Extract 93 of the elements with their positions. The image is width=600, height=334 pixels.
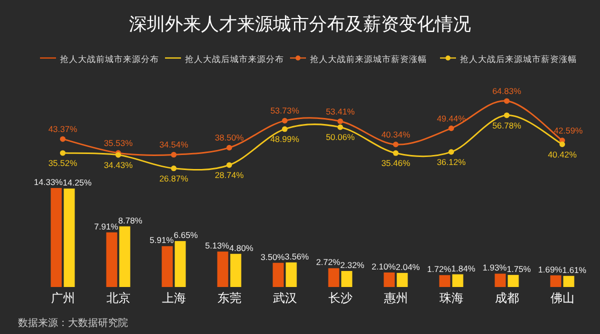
bar (439, 275, 450, 287)
bar (106, 232, 118, 287)
data-label: 1.69% (538, 264, 563, 274)
bar (341, 270, 352, 287)
x-tick-label: 北京 (106, 291, 130, 305)
data-label: 43.37% (48, 124, 78, 134)
point (170, 166, 177, 172)
data-label: 8.78% (118, 215, 143, 226)
data-label: 40.34% (381, 129, 411, 140)
data-label: 5.91% (150, 235, 174, 246)
data-label: 53.73% (270, 106, 300, 116)
point (337, 118, 344, 124)
data-label: 34.54% (159, 140, 189, 150)
data-label: 38.50% (214, 132, 244, 143)
point (60, 136, 66, 142)
data-label: 26.87% (159, 173, 189, 184)
data-label: 28.74% (214, 170, 244, 180)
point (504, 98, 510, 104)
data-label: 2.10% (372, 261, 396, 272)
data-label: 14.33% (34, 177, 64, 187)
bar (494, 274, 506, 287)
data-label: 48.99% (270, 134, 300, 144)
point (170, 152, 177, 158)
point (60, 150, 66, 156)
data-label: 36.12% (436, 156, 466, 167)
data-label: 14.25% (62, 178, 92, 188)
bar (162, 246, 173, 287)
x-tick-label: 珠海 (439, 291, 464, 305)
x-tick-label: 惠州 (382, 291, 408, 305)
point (226, 144, 232, 151)
legend-label: 抢人大战前来源城市薪资涨幅 (310, 54, 427, 64)
bar (272, 262, 284, 287)
data-label: 1.72% (427, 264, 452, 274)
data-label: 5.13% (205, 240, 230, 251)
point (448, 126, 454, 132)
data-label: 1.93% (482, 262, 508, 273)
point (337, 124, 344, 130)
data-label: 35.46% (381, 158, 411, 168)
data-label: 1.75% (506, 264, 532, 274)
data-label: 40.42% (548, 149, 578, 160)
point (448, 149, 454, 155)
data-label: 2.32% (340, 260, 365, 270)
bar (384, 272, 395, 287)
data-label: 42.59% (554, 125, 584, 136)
bar (508, 274, 519, 287)
point (392, 150, 399, 156)
data-label: 34.43% (104, 160, 134, 170)
x-tick-label: 佛山 (550, 291, 574, 305)
data-label: 49.44% (436, 113, 466, 124)
legend-label: 抢人大战后来源城市薪资涨幅 (460, 54, 577, 64)
bar (50, 188, 62, 287)
point (559, 142, 566, 148)
data-label: 2.04% (396, 262, 420, 272)
data-label: 1.61% (562, 264, 587, 275)
data-label: 50.06% (326, 132, 356, 142)
bar (286, 262, 297, 287)
data-label: 35.53% (104, 138, 134, 148)
data-label: 4.80% (229, 242, 254, 253)
x-tick-label: 上海 (162, 291, 186, 305)
data-label: 2.72% (316, 257, 341, 268)
bar (217, 252, 228, 287)
bar (396, 272, 408, 287)
x-tick-label: 武汉 (272, 291, 297, 305)
bar (119, 226, 130, 287)
data-label: 56.78% (492, 120, 522, 130)
bar (328, 268, 340, 287)
point (282, 126, 288, 132)
source-note: 数据来源：大数据研究院 (18, 317, 128, 329)
bar (174, 241, 186, 287)
data-label: 3.56% (284, 251, 310, 262)
point (392, 142, 399, 148)
x-tick-label: 广州 (50, 291, 75, 305)
bar (230, 254, 242, 287)
x-tick-label: 东莞 (217, 291, 242, 305)
point (226, 162, 232, 168)
data-label: 3.50% (260, 252, 286, 262)
data-label: 1.84% (451, 263, 476, 274)
data-label: 6.65% (174, 230, 198, 240)
bar (452, 274, 464, 287)
point (504, 112, 510, 118)
data-label: 35.52% (48, 158, 78, 168)
data-label: 64.83% (492, 86, 522, 96)
chart-title: 深圳外来人才来源城市分布及薪资变化情况 (129, 14, 471, 34)
bar (563, 276, 574, 287)
point (282, 118, 288, 124)
legend-label: 抢人大战前城市来源分布 (60, 54, 159, 64)
data-label: 53.41% (326, 106, 356, 116)
bar (550, 275, 562, 287)
bar (64, 188, 75, 287)
x-tick-label: 成都 (494, 291, 519, 305)
x-tick-label: 长沙 (328, 291, 352, 305)
data-label: 7.91% (94, 221, 119, 232)
legend-label: 抢人大战后城市来源分布 (185, 54, 284, 64)
